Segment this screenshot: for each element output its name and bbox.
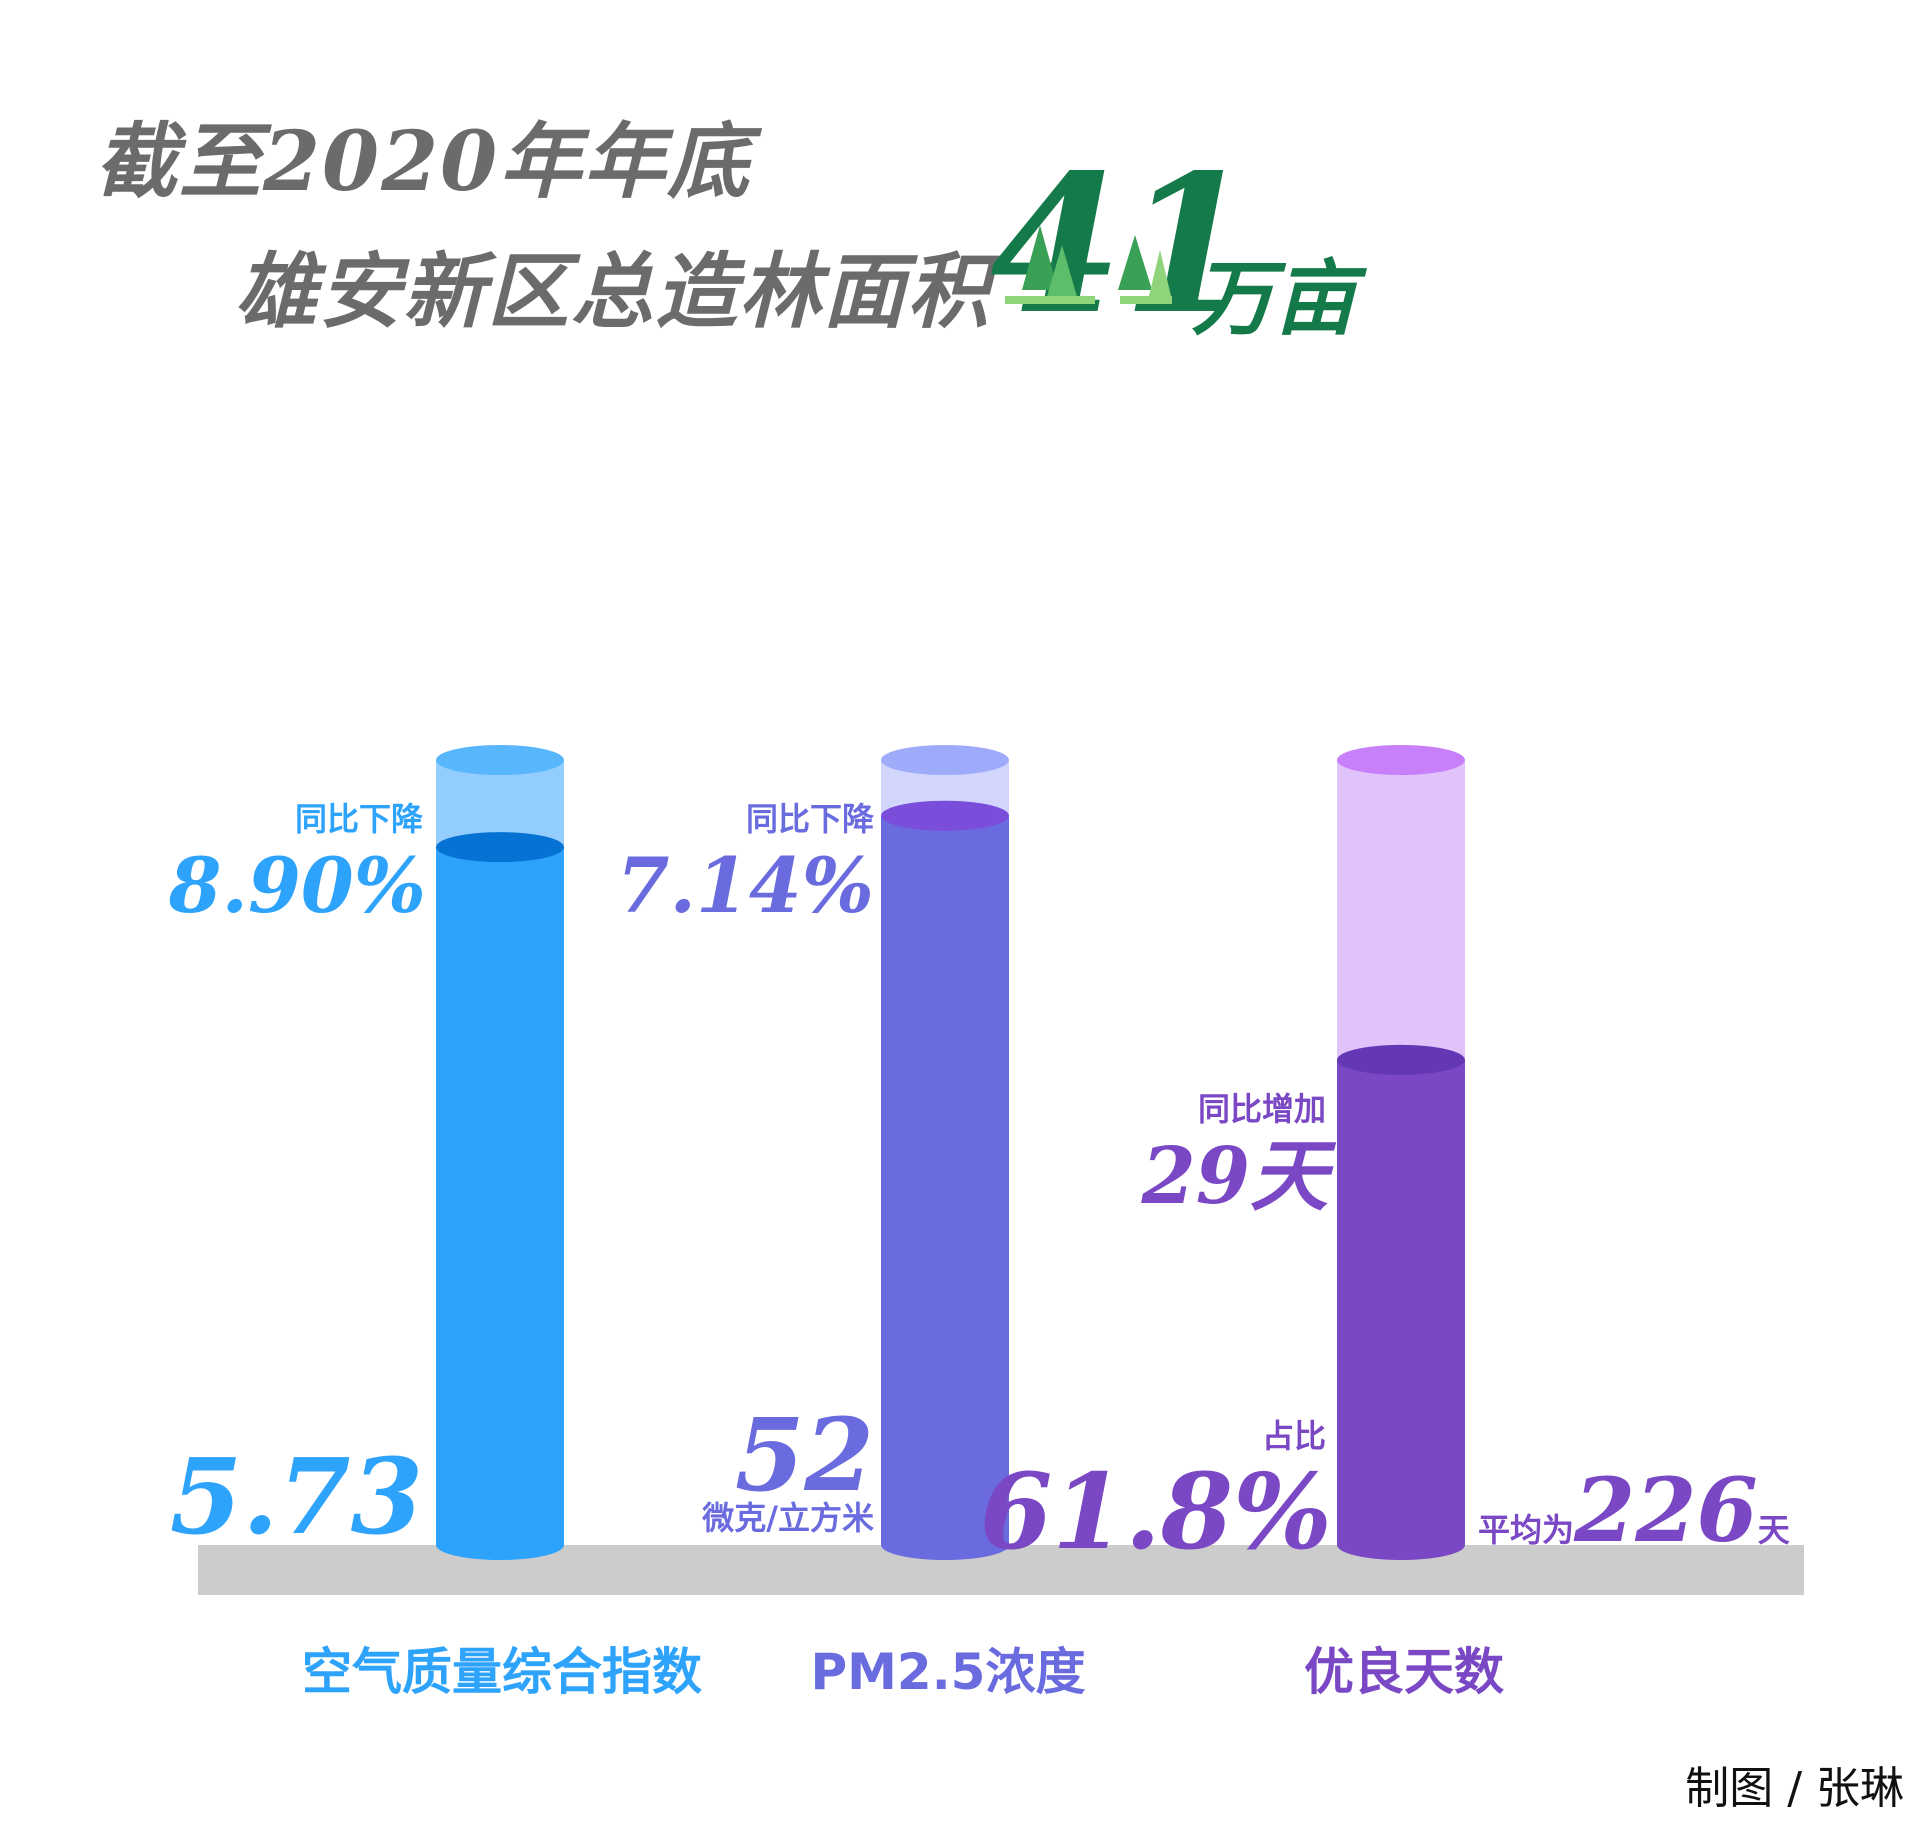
bar1-value-label: 5.73 — [169, 1435, 423, 1558]
bar2-change-value: 7.14% — [616, 841, 874, 930]
bar1-change-caption: 同比下降 — [294, 800, 423, 838]
bar-filled-portion — [1337, 1059, 1465, 1545]
bar-fill-top — [1337, 1044, 1465, 1075]
bar2-unit: 微克/立方米 — [702, 1499, 874, 1537]
credit: 制图 / 张琳 — [1685, 1763, 1904, 1814]
bar3-value-label: 61.8% — [979, 1450, 1332, 1573]
bar-3 — [1337, 745, 1465, 1560]
bar3-change-caption: 同比增加 — [1197, 1090, 1326, 1128]
bar-1 — [436, 745, 564, 1560]
bar2-value-label: 52 — [734, 1396, 874, 1514]
bar3-share-caption: 占比 — [1261, 1417, 1326, 1455]
headline-value: 41 — [990, 133, 1255, 356]
bar3-change-value: 29天 — [1141, 1131, 1328, 1222]
bar-fill-top — [881, 800, 1009, 831]
bar3-avg-unit: 天 — [1757, 1511, 1790, 1549]
bar-cap — [1337, 745, 1465, 775]
headline-line1: 截至2020年年底 — [95, 114, 752, 210]
category-label-3: 优良天数 — [1304, 1643, 1504, 1701]
bar-base — [1337, 1530, 1465, 1560]
tree-decoration-icon — [1005, 225, 1172, 304]
category-label-1: 空气质量综合指数 — [302, 1643, 702, 1701]
bar3-avg-prefix: 平均为 — [1478, 1511, 1575, 1549]
bar-base — [881, 1530, 1009, 1560]
headline-line2: 雄安新区总造林面积 — [235, 244, 991, 340]
bar-empty-portion — [1337, 760, 1465, 1060]
bar1-change-value: 8.90% — [168, 841, 426, 930]
bar-fill-top — [436, 832, 564, 863]
headline-unit: 万亩 — [1192, 251, 1356, 347]
category-label-2: PM2.5浓度 — [810, 1643, 1086, 1701]
bar3-average: 平均为226天 — [1478, 1466, 1790, 1554]
bar2-change-caption: 同比下降 — [745, 800, 874, 838]
bar3-avg-value: 226 — [1574, 1458, 1758, 1562]
bar-cap — [881, 745, 1009, 775]
bar-base — [436, 1530, 564, 1560]
bar-2 — [881, 745, 1009, 1560]
bar-filled-portion — [881, 815, 1009, 1545]
bar-cap — [436, 745, 564, 775]
bar-filled-portion — [436, 847, 564, 1545]
